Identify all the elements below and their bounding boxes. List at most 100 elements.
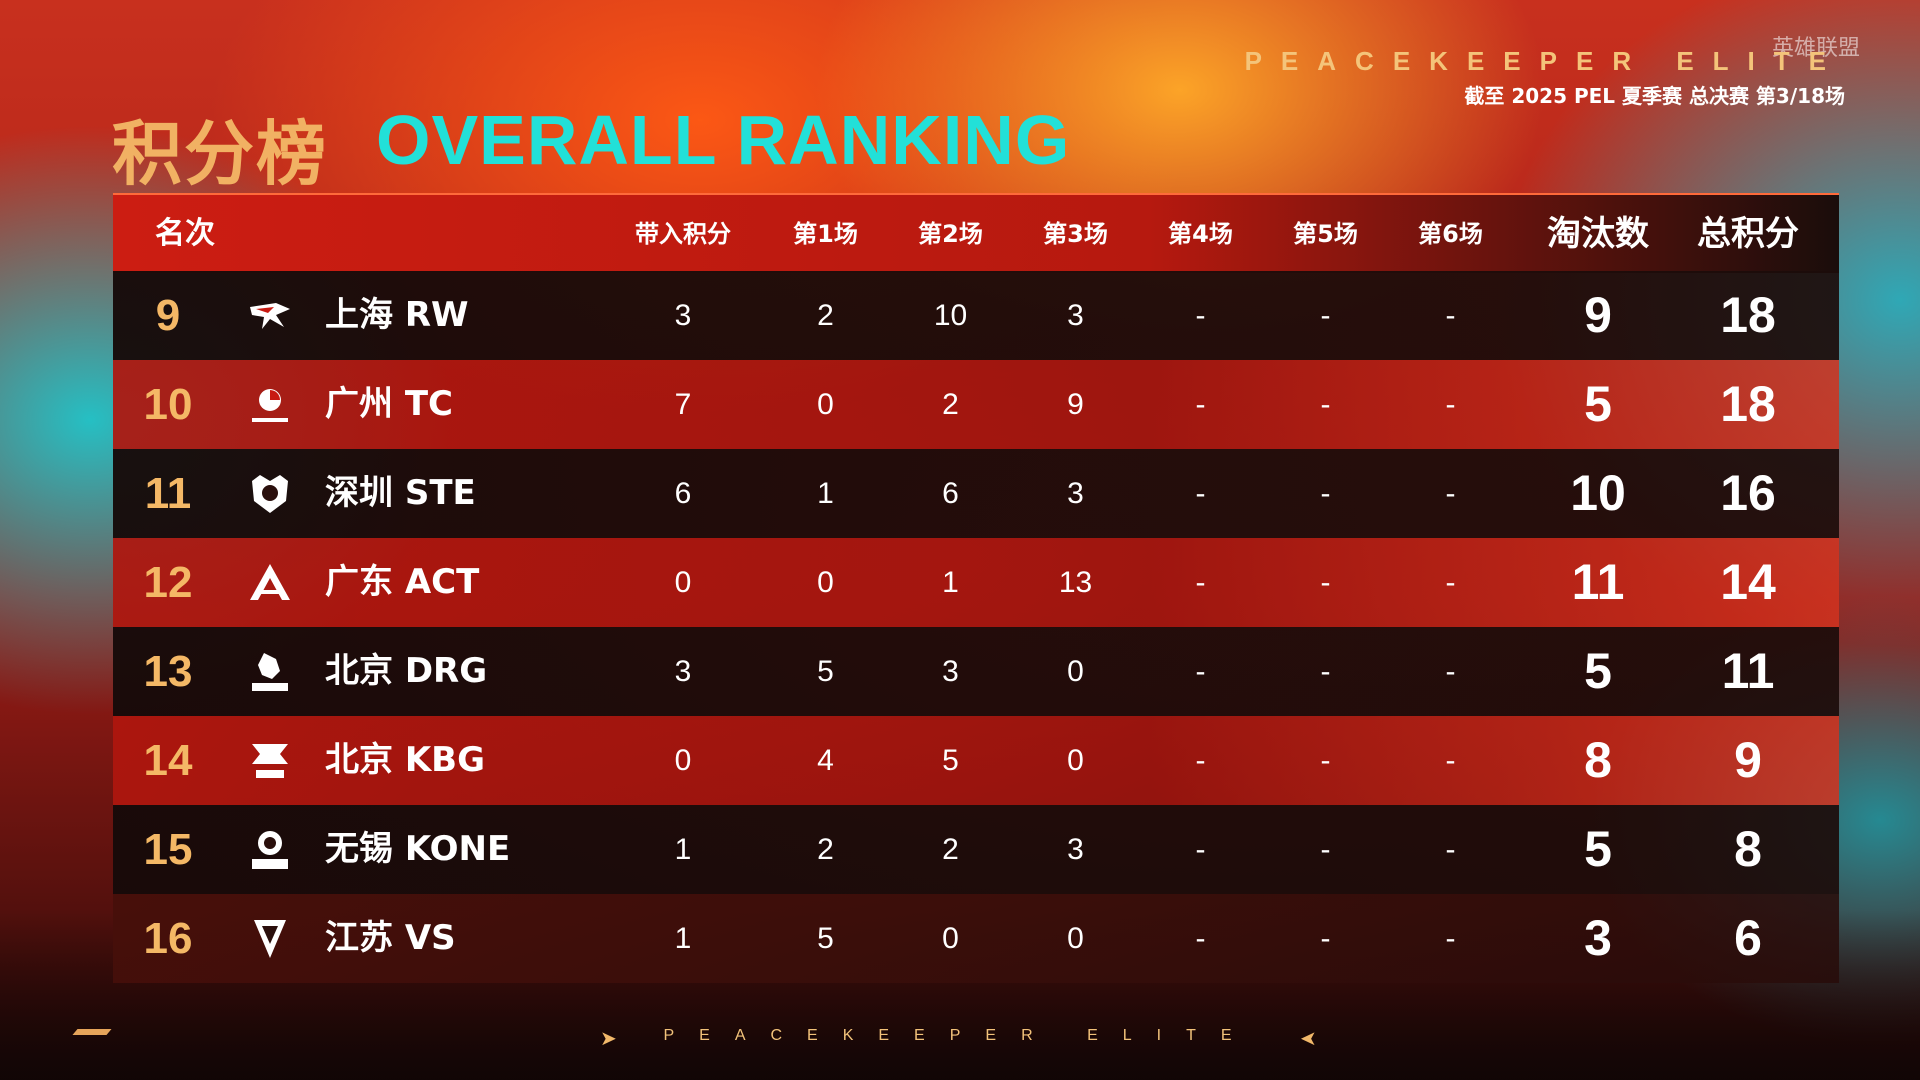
game3-points: 3 xyxy=(1067,833,1084,866)
game6-points: - xyxy=(1445,833,1456,866)
arrow-left-icon: ➤ xyxy=(1300,1026,1317,1050)
rank-cell: 14 xyxy=(143,736,193,785)
game4-points: - xyxy=(1195,566,1206,599)
drg-logo-icon xyxy=(252,653,288,691)
total-points: 11 xyxy=(1721,643,1775,699)
game6-points: - xyxy=(1445,388,1456,421)
carry-points: 3 xyxy=(674,655,692,688)
carry-points: 0 xyxy=(674,744,692,777)
rank-cell: 9 xyxy=(155,291,181,340)
game2-points: 2 xyxy=(942,388,959,421)
game1-points: 1 xyxy=(817,477,834,510)
team-name: 北京 DRG xyxy=(325,651,488,691)
team-name: 无锡 KONE xyxy=(325,829,511,869)
game2-points: 6 xyxy=(942,477,959,510)
table-row: 12 广东 ACT 0 0 1 13 - - - 11 14 xyxy=(113,538,1839,627)
game4-points: - xyxy=(1195,299,1206,332)
total-points: 18 xyxy=(1720,287,1776,343)
total-points: 16 xyxy=(1720,465,1776,521)
col-game3: 第3场 xyxy=(1043,220,1108,248)
rank-cell: 13 xyxy=(143,647,193,696)
game3-points: 0 xyxy=(1067,655,1084,688)
total-points: 9 xyxy=(1734,732,1762,788)
eliminations: 10 xyxy=(1570,465,1626,521)
col-rank: 名次 xyxy=(155,216,215,251)
table-header: 名次 带入积分 第1场 第2场 第3场 第4场 第5场 第6场 淘汰数 总积分 xyxy=(113,193,1839,273)
game4-points: - xyxy=(1195,388,1206,421)
total-points: 14 xyxy=(1720,554,1776,610)
col-game5: 第5场 xyxy=(1293,220,1358,248)
ranking-table: 名次 带入积分 第1场 第2场 第3场 第4场 第5场 第6场 淘汰数 总积分 … xyxy=(113,193,1839,983)
col-eliminations: 淘汰数 xyxy=(1547,214,1649,254)
eliminations: 3 xyxy=(1584,910,1612,966)
page-title-cn: 积分榜 xyxy=(112,113,328,195)
game5-points: - xyxy=(1320,744,1331,777)
col-carry-points: 带入积分 xyxy=(635,220,731,248)
game5-points: - xyxy=(1320,566,1331,599)
table-row: 9 上海 RW 3 2 10 3 - - - 9 18 xyxy=(113,271,1839,360)
arrow-right-icon: ➤ xyxy=(600,1026,617,1050)
game3-points: 0 xyxy=(1067,922,1084,955)
brand-wordmark: PEACEKEEPER ELITE xyxy=(1244,46,1845,76)
game4-points: - xyxy=(1195,655,1206,688)
team-name: 广东 ACT xyxy=(325,562,480,602)
game6-points: - xyxy=(1445,655,1456,688)
total-points: 6 xyxy=(1734,910,1762,966)
carry-points: 3 xyxy=(674,299,692,332)
eliminations: 11 xyxy=(1571,554,1625,610)
game5-points: - xyxy=(1320,922,1331,955)
game5-points: - xyxy=(1320,655,1331,688)
game1-points: 5 xyxy=(817,922,834,955)
total-points: 18 xyxy=(1720,376,1776,432)
team-name: 深圳 STE xyxy=(325,473,476,513)
col-total-points: 总积分 xyxy=(1697,214,1799,254)
table-row: 10 广州 TC 7 0 2 9 - - - 5 18 xyxy=(113,360,1839,449)
team-name: 上海 RW xyxy=(325,295,469,335)
page-title-en: OVERALL RANKING xyxy=(376,101,1071,179)
game6-points: - xyxy=(1445,477,1456,510)
team-name: 江苏 VS xyxy=(325,918,456,958)
rw-logo-icon xyxy=(250,303,290,329)
game2-points: 10 xyxy=(933,299,968,332)
eliminations: 8 xyxy=(1584,732,1612,788)
rank-cell: 11 xyxy=(144,469,192,518)
col-game1: 第1场 xyxy=(793,220,858,248)
game2-points: 2 xyxy=(942,833,959,866)
game2-points: 3 xyxy=(942,655,959,688)
game2-points: 0 xyxy=(942,922,959,955)
game3-points: 3 xyxy=(1067,299,1084,332)
kone-logo-icon xyxy=(252,831,288,869)
carry-points: 1 xyxy=(674,833,692,866)
rank-cell: 15 xyxy=(143,825,193,874)
vs-logo-icon xyxy=(254,920,286,958)
tc-logo-icon xyxy=(252,389,288,422)
game3-points: 0 xyxy=(1067,744,1084,777)
act-logo-icon xyxy=(250,564,290,600)
team-name: 广州 TC xyxy=(325,384,453,424)
game1-points: 0 xyxy=(817,388,834,421)
carry-points: 0 xyxy=(674,566,692,599)
footer-brand: PEACEKEEPER ELITE xyxy=(663,1027,1257,1044)
event-subtitle: 截至 2025 PEL 夏季赛 总决赛 第3/18场 xyxy=(1464,84,1845,108)
carry-points: 7 xyxy=(674,388,692,421)
carry-points: 1 xyxy=(674,922,692,955)
team-name: 北京 KBG xyxy=(325,740,486,780)
game4-points: - xyxy=(1195,833,1206,866)
game2-points: 5 xyxy=(942,744,959,777)
game4-points: - xyxy=(1195,477,1206,510)
game6-points: - xyxy=(1445,744,1456,777)
rank-cell: 12 xyxy=(143,558,193,607)
game1-points: 4 xyxy=(817,744,834,777)
total-points: 8 xyxy=(1734,821,1762,877)
game4-points: - xyxy=(1195,922,1206,955)
table-row: 13 北京 DRG 3 5 3 0 - - - 5 11 xyxy=(113,627,1839,716)
game3-points: 3 xyxy=(1067,477,1084,510)
col-game2: 第2场 xyxy=(918,220,983,248)
game5-points: - xyxy=(1320,477,1331,510)
game5-points: - xyxy=(1320,299,1331,332)
eliminations: 5 xyxy=(1584,821,1612,877)
game3-points: 13 xyxy=(1058,566,1093,599)
kbg-logo-icon xyxy=(252,744,288,778)
game6-points: - xyxy=(1445,922,1456,955)
eliminations: 9 xyxy=(1584,287,1612,343)
